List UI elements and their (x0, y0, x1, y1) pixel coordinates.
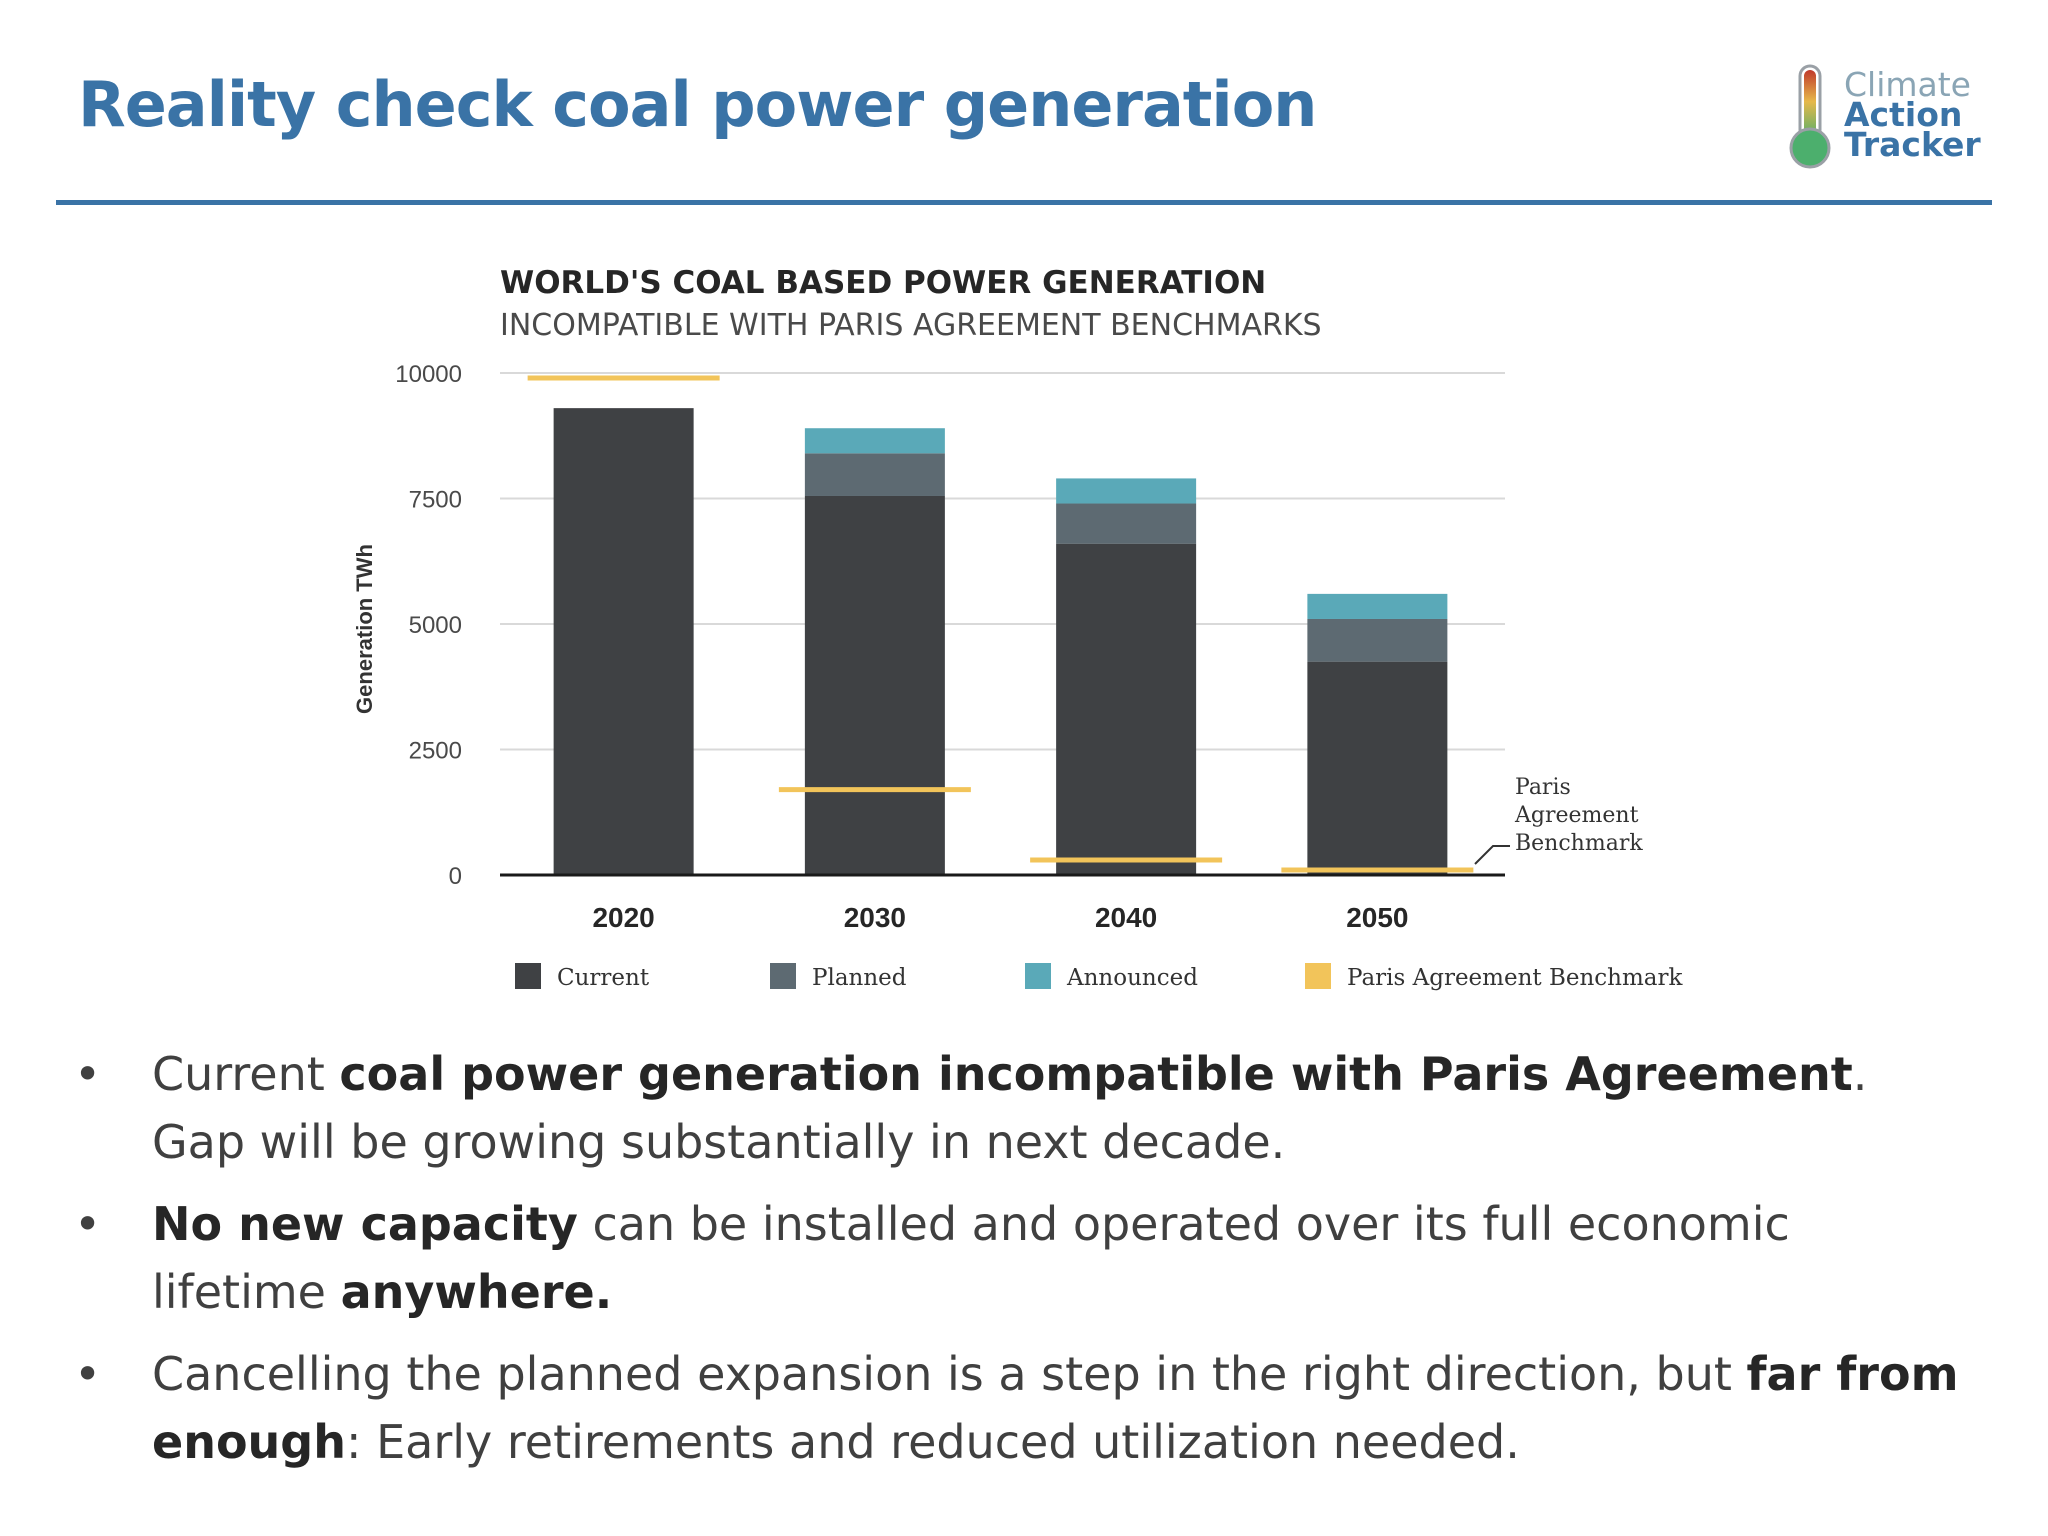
bar-current-2040 (1056, 543, 1197, 875)
x-tick-label: 2040 (1095, 902, 1157, 933)
bar-current-2030 (804, 495, 945, 875)
bar-planned-2050 (1307, 618, 1448, 662)
title-divider (56, 200, 1992, 205)
logo-text-tracker: Tracker (1844, 125, 1981, 164)
legend-swatch-planned (770, 963, 796, 989)
climate-action-tracker-logo: Climate Action Tracker (1786, 62, 2006, 172)
legend-swatch-paris-agreement-benchmark (1305, 963, 1331, 989)
bullet-text: Current (152, 1047, 340, 1101)
y-tick-label: 7500 (409, 487, 462, 514)
legend-label: Announced (1066, 965, 1198, 991)
chart-title: WORLD'S COAL BASED POWER GENERATION (500, 265, 1266, 301)
benchmark-annotation: Benchmark (1515, 831, 1643, 856)
bullet-dot: • (74, 1197, 102, 1251)
benchmark-annotation: Agreement (1514, 803, 1639, 828)
x-tick-label: 2030 (844, 902, 906, 933)
bar-announced-2030 (804, 428, 945, 454)
legend-swatch-announced (1025, 963, 1051, 989)
y-tick-label: 10000 (395, 361, 462, 388)
bullet-bold-text: anywhere. (340, 1265, 613, 1319)
bullet-item: • No new capacity can be installed and op… (70, 1190, 1970, 1326)
bar-announced-2040 (1056, 478, 1197, 504)
bar-current-2050 (1307, 661, 1448, 875)
bullet-item: • Cancelling the planned expansion is a s… (70, 1340, 1970, 1476)
bullet-dot: • (74, 1347, 102, 1401)
legend-label: Paris Agreement Benchmark (1347, 965, 1683, 991)
y-tick-label: 5000 (409, 612, 462, 639)
bullet-text: Cancelling the planned expansion is a st… (152, 1347, 1747, 1401)
logo-text-climate: Climate (1844, 65, 1971, 104)
bullet-text: : Early retirements and reduced utilizat… (345, 1415, 1520, 1469)
legend-label: Current (557, 965, 650, 991)
bar-announced-2050 (1307, 593, 1448, 619)
slide-title: Reality check coal power generation (78, 68, 1317, 141)
annotation-leader-line (1474, 845, 1510, 865)
legend-label: Planned (812, 965, 907, 991)
bar-planned-2040 (1056, 503, 1197, 544)
bullet-list: • Current coal power generation incompati… (70, 1040, 1970, 1490)
legend-swatch-current (515, 963, 541, 989)
bullet-bold-text: coal power generation incompatible with … (339, 1047, 1853, 1101)
bullet-text: . Gap will be growing substantially in n… (152, 1047, 1868, 1169)
y-axis-label: Generation TWh (352, 544, 377, 714)
x-tick-label: 2050 (1346, 902, 1408, 933)
bullet-bold-text: No new capacity (152, 1197, 578, 1251)
benchmark-annotation: Paris (1515, 775, 1571, 800)
bullet-item: • Current coal power generation incompati… (70, 1040, 1970, 1176)
chart-subtitle: INCOMPATIBLE WITH PARIS AGREEMENT BENCHM… (500, 308, 1322, 343)
y-tick-label: 2500 (409, 738, 462, 765)
bullet-bold-text: far from enough (152, 1347, 1959, 1469)
bullet-text: can be installed and operated over its f… (152, 1197, 1790, 1319)
x-tick-label: 2020 (592, 902, 654, 933)
logo-text-action: Action (1844, 95, 1963, 134)
bullet-dot: • (74, 1047, 102, 1101)
thermometer-icon (1789, 64, 1831, 169)
coal-generation-chart: WORLD'S COAL BASED POWER GENERATION INCOM… (352, 265, 1683, 991)
bar-planned-2030 (804, 453, 945, 496)
bar-current-2020 (553, 408, 694, 875)
y-tick-label: 0 (449, 863, 462, 890)
